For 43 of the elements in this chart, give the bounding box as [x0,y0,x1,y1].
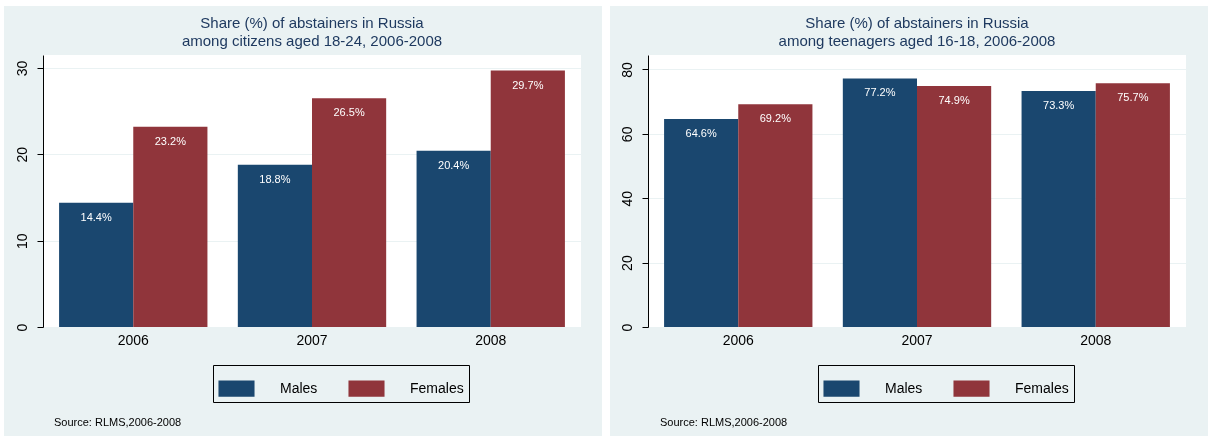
data-label: 75.7% [1117,91,1149,104]
chart-title: Share (%) of abstainers in Russia [805,14,1030,31]
data-label: 69.2% [759,112,792,125]
bar [59,202,134,327]
x-tick-label: 2007 [296,331,328,348]
y-tick-label: 0 [618,323,635,332]
data-label: 77.2% [864,86,896,99]
bar [237,164,312,327]
data-label: 73.3% [1043,99,1075,112]
x-tick-label: 2008 [475,331,507,348]
chart-subtitle: among citizens aged 18-24, 2006-2008 [181,32,443,49]
y-tick-label: 40 [618,190,635,207]
y-tick-label: 20 [13,146,30,163]
legend-label: Females [410,379,464,396]
chart-title: Share (%) of abstainers in Russia [200,14,425,31]
y-tick-label: 0 [13,323,30,332]
data-label: 29.7% [512,78,544,91]
y-tick-label: 80 [618,61,635,78]
y-tick-label: 10 [13,233,30,249]
data-label: 20.4% [438,158,470,171]
data-label: 23.2% [154,134,187,147]
x-tick-label: 2008 [1080,331,1112,348]
data-label: 26.5% [333,106,365,119]
data-label: 14.4% [80,210,112,223]
x-tick-label: 2006 [722,331,755,348]
data-label: 64.6% [685,127,717,140]
x-tick-label: 2006 [117,331,150,348]
bar [133,126,208,327]
y-tick-label: 30 [13,60,30,77]
chart-subtitle: among teenagers aged 16-18, 2006-2008 [778,32,1056,49]
legend-label: Males [280,379,318,396]
data-label: 18.8% [259,172,291,185]
y-tick-label: 60 [618,126,635,143]
legend-label: Females [1015,379,1069,396]
bar [490,70,565,327]
x-tick-label: 2007 [901,331,933,348]
source-note: Source: RLMS,2006-2008 [54,416,182,428]
bar [416,150,491,327]
bar [312,98,387,327]
legend-label: Males [885,379,923,396]
y-tick-label: 20 [618,255,635,271]
source-note: Source: RLMS,2006-2008 [660,416,788,428]
data-label: 74.9% [938,93,970,106]
